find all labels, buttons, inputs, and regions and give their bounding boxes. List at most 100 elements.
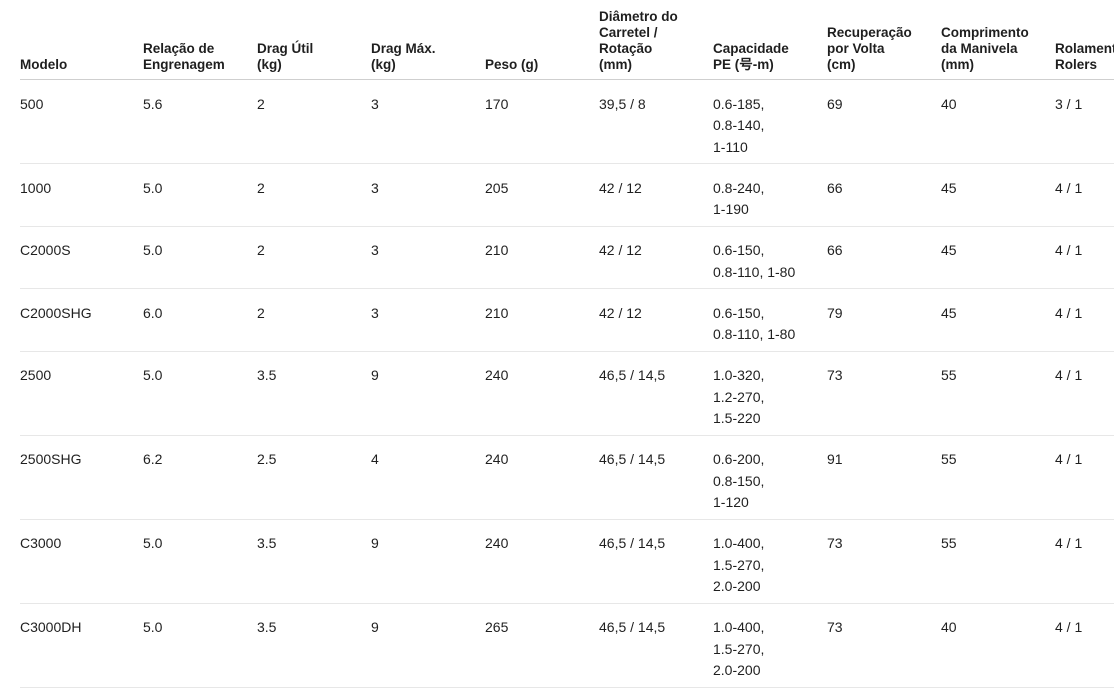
table-row: C2000S 5.0 2 3 210 42 / 12 0.6-150, 0.8-110, 1…: [20, 226, 1114, 289]
cell-drag-util: 3.5: [257, 603, 371, 688]
column-header-diametro-carretel-rotacao: Diâmetro do Carretel / Rotação (mm): [599, 7, 713, 80]
cell-comprimento-manivela: 40: [941, 603, 1055, 688]
table-row: 1000 5.0 2 3 205 42 / 12 0.8-240, 1-190 66 45 4 /…: [20, 163, 1114, 227]
cell-peso: 265: [485, 603, 599, 688]
cell-diametro-carretel-rotacao: 46,5 / 14,5: [599, 603, 713, 688]
cell-peso: 205: [485, 163, 599, 227]
cell-rolamentos-rolers: 3 / 1: [1055, 79, 1114, 164]
cell-relacao-engrenagem: 5.0: [143, 519, 257, 604]
cell-modelo: C3000DH: [20, 603, 143, 688]
cell-peso: 240: [485, 351, 599, 436]
cell-recuperacao-por-volta: 79: [827, 288, 941, 352]
cell-modelo: C2000SHG: [20, 288, 143, 352]
cell-rolamentos-rolers: 4 / 1: [1055, 226, 1114, 289]
cell-drag-util: 2: [257, 79, 371, 164]
cell-capacidade-pe: 0.6-185, 0.8-140, 1-110: [713, 79, 827, 164]
cell-diametro-carretel-rotacao: 46,5 / 14,5: [599, 519, 713, 604]
cell-rolamentos-rolers: 4 / 1: [1055, 288, 1114, 352]
cell-capacidade-pe: 0.8-240, 1-190: [713, 163, 827, 227]
column-header-capacidade-pe: Capacidade PE (号-m): [713, 7, 827, 80]
cell-diametro-carretel-rotacao: 39,5 / 8: [599, 79, 713, 164]
column-header-comprimento-manivela: Comprimento da Manivela (mm): [941, 7, 1055, 80]
cell-modelo: C3000: [20, 519, 143, 604]
table-row: C3000DH 5.0 3.5 9 265 46,5 / 14,5 1.0-400, 1.5…: [20, 603, 1114, 688]
cell-relacao-engrenagem: 6.2: [143, 435, 257, 520]
table-header-row: Modelo Relação de Engrenagem Drag Útil (kg…: [20, 7, 1114, 80]
table-row: 2500 5.0 3.5 9 240 46,5 / 14,5 1.0-320, 1.2-27…: [20, 351, 1114, 436]
cell-capacidade-pe: 0.6-150, 0.8-110, 1-80: [713, 288, 827, 352]
cell-drag-util: 2: [257, 226, 371, 289]
cell-drag-max: 4: [371, 435, 485, 520]
cell-peso: 210: [485, 226, 599, 289]
cell-rolamentos-rolers: 4 / 1: [1055, 519, 1114, 604]
table-row: 500 5.6 2 3 170 39,5 / 8 0.6-185, 0.8-140, 1-1…: [20, 79, 1114, 164]
cell-diametro-carretel-rotacao: 46,5 / 14,5: [599, 351, 713, 436]
cell-drag-max: 3: [371, 163, 485, 227]
cell-relacao-engrenagem: 5.6: [143, 79, 257, 164]
cell-relacao-engrenagem: 5.0: [143, 351, 257, 436]
cell-modelo: 1000: [20, 163, 143, 227]
cell-drag-util: 3.5: [257, 351, 371, 436]
cell-relacao-engrenagem: 5.0: [143, 163, 257, 227]
cell-modelo: 2500: [20, 351, 143, 436]
column-header-peso: Peso (g): [485, 7, 599, 80]
table-row: 2500SHG 6.2 2.5 4 240 46,5 / 14,5 0.6-200, 0.8…: [20, 435, 1114, 520]
cell-rolamentos-rolers: 4 / 1: [1055, 603, 1114, 688]
cell-capacidade-pe: 0.6-200, 0.8-150, 1-120: [713, 435, 827, 520]
column-header-modelo: Modelo: [20, 7, 143, 80]
cell-comprimento-manivela: 45: [941, 163, 1055, 227]
cell-comprimento-manivela: 55: [941, 435, 1055, 520]
cell-modelo: C2000S: [20, 226, 143, 289]
cell-peso: 240: [485, 519, 599, 604]
cell-peso: 170: [485, 79, 599, 164]
cell-diametro-carretel-rotacao: 42 / 12: [599, 163, 713, 227]
table-row: C3000 5.0 3.5 9 240 46,5 / 14,5 1.0-400, 1.5-2…: [20, 519, 1114, 604]
cell-drag-max: 3: [371, 79, 485, 164]
cell-comprimento-manivela: 55: [941, 351, 1055, 436]
cell-recuperacao-por-volta: 73: [827, 519, 941, 604]
spec-table-body: 500 5.6 2 3 170 39,5 / 8 0.6-185, 0.8-140, 1-1…: [20, 79, 1114, 688]
cell-relacao-engrenagem: 5.0: [143, 226, 257, 289]
cell-capacidade-pe: 1.0-400, 1.5-270, 2.0-200: [713, 519, 827, 604]
cell-drag-max: 9: [371, 603, 485, 688]
cell-comprimento-manivela: 40: [941, 79, 1055, 164]
cell-comprimento-manivela: 55: [941, 519, 1055, 604]
cell-capacidade-pe: 1.0-320, 1.2-270, 1.5-220: [713, 351, 827, 436]
cell-drag-util: 3.5: [257, 519, 371, 604]
cell-drag-max: 3: [371, 226, 485, 289]
cell-drag-max: 3: [371, 288, 485, 352]
column-header-drag-max: Drag Máx. (kg): [371, 7, 485, 80]
cell-drag-util: 2.5: [257, 435, 371, 520]
column-header-recuperacao-por-volta: Recuperação por Volta (cm): [827, 7, 941, 80]
reel-spec-table: Modelo Relação de Engrenagem Drag Útil (kg…: [20, 7, 1114, 688]
column-header-drag-util: Drag Útil (kg): [257, 7, 371, 80]
cell-peso: 240: [485, 435, 599, 520]
cell-rolamentos-rolers: 4 / 1: [1055, 435, 1114, 520]
cell-recuperacao-por-volta: 73: [827, 351, 941, 436]
cell-drag-util: 2: [257, 163, 371, 227]
cell-drag-max: 9: [371, 519, 485, 604]
cell-comprimento-manivela: 45: [941, 288, 1055, 352]
table-row: C2000SHG 6.0 2 3 210 42 / 12 0.6-150, 0.8-110,…: [20, 288, 1114, 352]
cell-modelo: 500: [20, 79, 143, 164]
spec-table-container: Modelo Relação de Engrenagem Drag Útil (kg…: [20, 7, 1114, 688]
cell-comprimento-manivela: 45: [941, 226, 1055, 289]
cell-diametro-carretel-rotacao: 46,5 / 14,5: [599, 435, 713, 520]
cell-peso: 210: [485, 288, 599, 352]
cell-drag-max: 9: [371, 351, 485, 436]
cell-recuperacao-por-volta: 69: [827, 79, 941, 164]
column-header-rolamentos-rolers: Rolamentos Rolers: [1055, 7, 1114, 80]
cell-recuperacao-por-volta: 66: [827, 163, 941, 227]
cell-relacao-engrenagem: 5.0: [143, 603, 257, 688]
cell-modelo: 2500SHG: [20, 435, 143, 520]
column-header-relacao-engrenagem: Relação de Engrenagem: [143, 7, 257, 80]
cell-rolamentos-rolers: 4 / 1: [1055, 351, 1114, 436]
cell-recuperacao-por-volta: 66: [827, 226, 941, 289]
cell-drag-util: 2: [257, 288, 371, 352]
cell-diametro-carretel-rotacao: 42 / 12: [599, 226, 713, 289]
cell-recuperacao-por-volta: 73: [827, 603, 941, 688]
cell-recuperacao-por-volta: 91: [827, 435, 941, 520]
cell-relacao-engrenagem: 6.0: [143, 288, 257, 352]
cell-rolamentos-rolers: 4 / 1: [1055, 163, 1114, 227]
cell-capacidade-pe: 1.0-400, 1.5-270, 2.0-200: [713, 603, 827, 688]
